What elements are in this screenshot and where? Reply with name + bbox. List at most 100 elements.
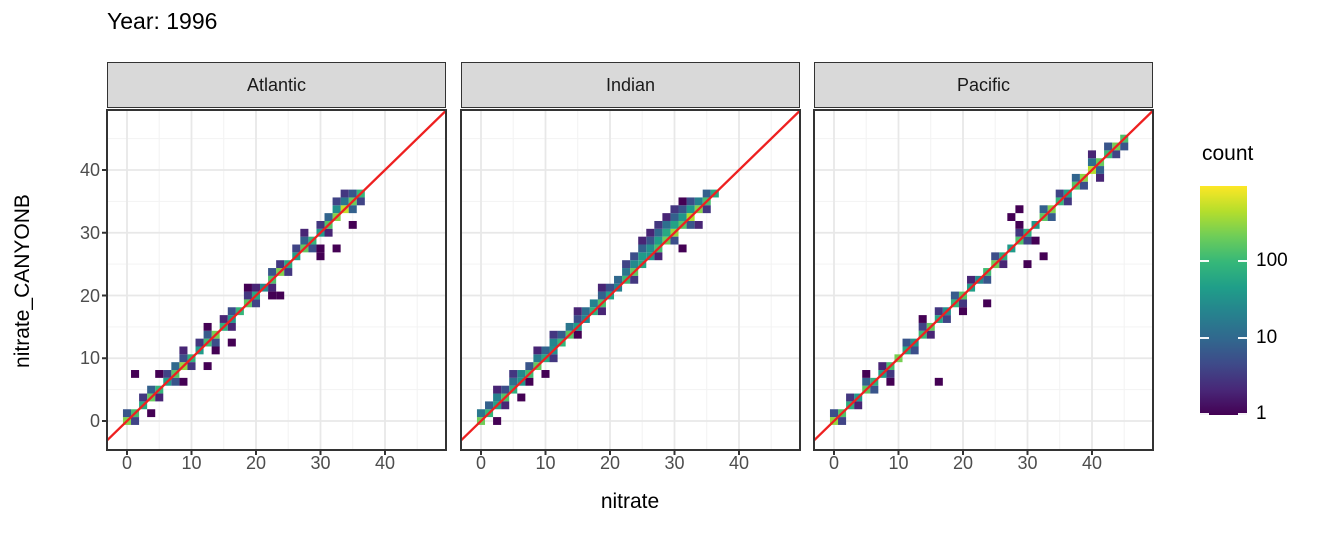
identity-line	[813, 109, 1154, 442]
bin-tile	[862, 370, 871, 378]
bin-tile	[292, 244, 301, 253]
bin-tile	[509, 377, 518, 386]
bin-tile	[1015, 228, 1024, 237]
bin-tile	[1071, 173, 1080, 182]
y-tick-label: 20	[79, 285, 100, 306]
bin-tile	[678, 197, 687, 206]
bin-tile	[251, 299, 261, 308]
bin-tile	[517, 393, 526, 402]
y-tick-label: 10	[79, 348, 100, 369]
facet-panel-pacific	[813, 109, 1154, 455]
x-tick-label: 30	[664, 453, 685, 473]
bin-tile	[179, 346, 188, 355]
bin-tile	[638, 252, 647, 261]
bin-tile	[1087, 150, 1097, 159]
bin-tile	[999, 260, 1008, 269]
facet-strip-atlantic: Atlantic	[107, 62, 446, 108]
bin-tile	[131, 370, 140, 378]
bin-tile	[991, 252, 1000, 261]
bin-tile	[573, 315, 582, 323]
bin-tile	[646, 244, 655, 253]
bin-tile	[654, 228, 663, 237]
bin-tile	[630, 260, 639, 269]
bin-tile	[1023, 236, 1032, 245]
bin-tile	[958, 299, 968, 308]
x-tick-label: 10	[181, 453, 202, 473]
bin-tile	[670, 213, 679, 221]
identity-line	[106, 109, 447, 442]
bin-tile	[646, 236, 655, 245]
bin-tile	[702, 205, 711, 214]
bin-tile	[983, 275, 992, 284]
bin-tile	[614, 275, 623, 284]
facet-strip-pacific: Pacific	[814, 62, 1153, 108]
bin-tile	[243, 291, 252, 300]
bin-tile	[862, 377, 871, 386]
x-tick-label: 40	[374, 453, 395, 473]
facet-strip-label: Atlantic	[246, 74, 307, 95]
bin-tile	[622, 260, 631, 269]
bin-tile	[686, 220, 695, 229]
bin-tile	[605, 283, 615, 292]
x-tick-label: 40	[728, 453, 749, 473]
x-tick-label: 20	[245, 453, 266, 473]
bin-tile	[284, 268, 293, 276]
bin-tile	[662, 228, 671, 237]
bin-tile	[1055, 189, 1064, 198]
bin-tile	[557, 330, 566, 339]
bin-tile	[1039, 252, 1048, 261]
bin-tile	[950, 291, 959, 300]
x-tick-label: 30	[1017, 453, 1038, 473]
x-tick-label: 20	[952, 453, 973, 473]
bin-tile	[622, 268, 631, 276]
legend-tick-mark	[1200, 413, 1209, 415]
bin-tile	[163, 370, 172, 378]
bin-tile	[1096, 173, 1105, 182]
bin-tile	[565, 322, 574, 331]
bin-tile	[1015, 220, 1024, 229]
bin-tile	[316, 252, 325, 261]
bin-tile	[670, 205, 679, 214]
bin-tile	[662, 220, 671, 229]
plot-title: Year: 1996	[107, 8, 218, 34]
bin-tile	[686, 205, 695, 214]
bin-tile	[227, 338, 236, 347]
bin-tile	[517, 370, 526, 378]
bin-tile	[211, 346, 220, 355]
bin-tile	[854, 401, 863, 410]
bin-tile	[203, 362, 212, 371]
bin-tile	[549, 354, 558, 363]
legend-tick-mark	[1238, 337, 1247, 340]
bin-tile	[179, 354, 188, 363]
bin-tile	[533, 354, 542, 363]
bin-tile	[227, 322, 236, 331]
x-tick-label: 0	[475, 453, 486, 473]
bin-tile	[171, 362, 180, 371]
bin-tile	[316, 244, 325, 253]
legend-tick-mark	[1200, 337, 1209, 340]
bin-tile	[910, 346, 919, 355]
bin-tile	[1087, 158, 1097, 167]
bin-tile	[340, 197, 349, 206]
bin-tile	[476, 409, 486, 418]
bin-tile	[203, 322, 212, 331]
bin-tile	[958, 307, 968, 316]
y-tick-label: 40	[79, 159, 100, 180]
bin-tile	[918, 315, 927, 323]
bin-tile	[1015, 205, 1024, 214]
panel-border	[106, 109, 447, 451]
bin-tile	[573, 307, 582, 316]
bin-tile	[678, 205, 687, 214]
bin-tile	[638, 244, 647, 253]
bin-tile	[122, 409, 132, 418]
bin-tile	[501, 385, 510, 394]
bin-tile	[878, 362, 887, 371]
bin-tile	[886, 377, 895, 386]
bin-tile	[525, 377, 534, 386]
x-tick-label: 40	[1081, 453, 1102, 473]
legend-tick-label: 100	[1256, 249, 1288, 271]
bin-tile	[918, 322, 927, 331]
bin-tile	[340, 189, 349, 198]
bin-tile	[662, 213, 671, 221]
